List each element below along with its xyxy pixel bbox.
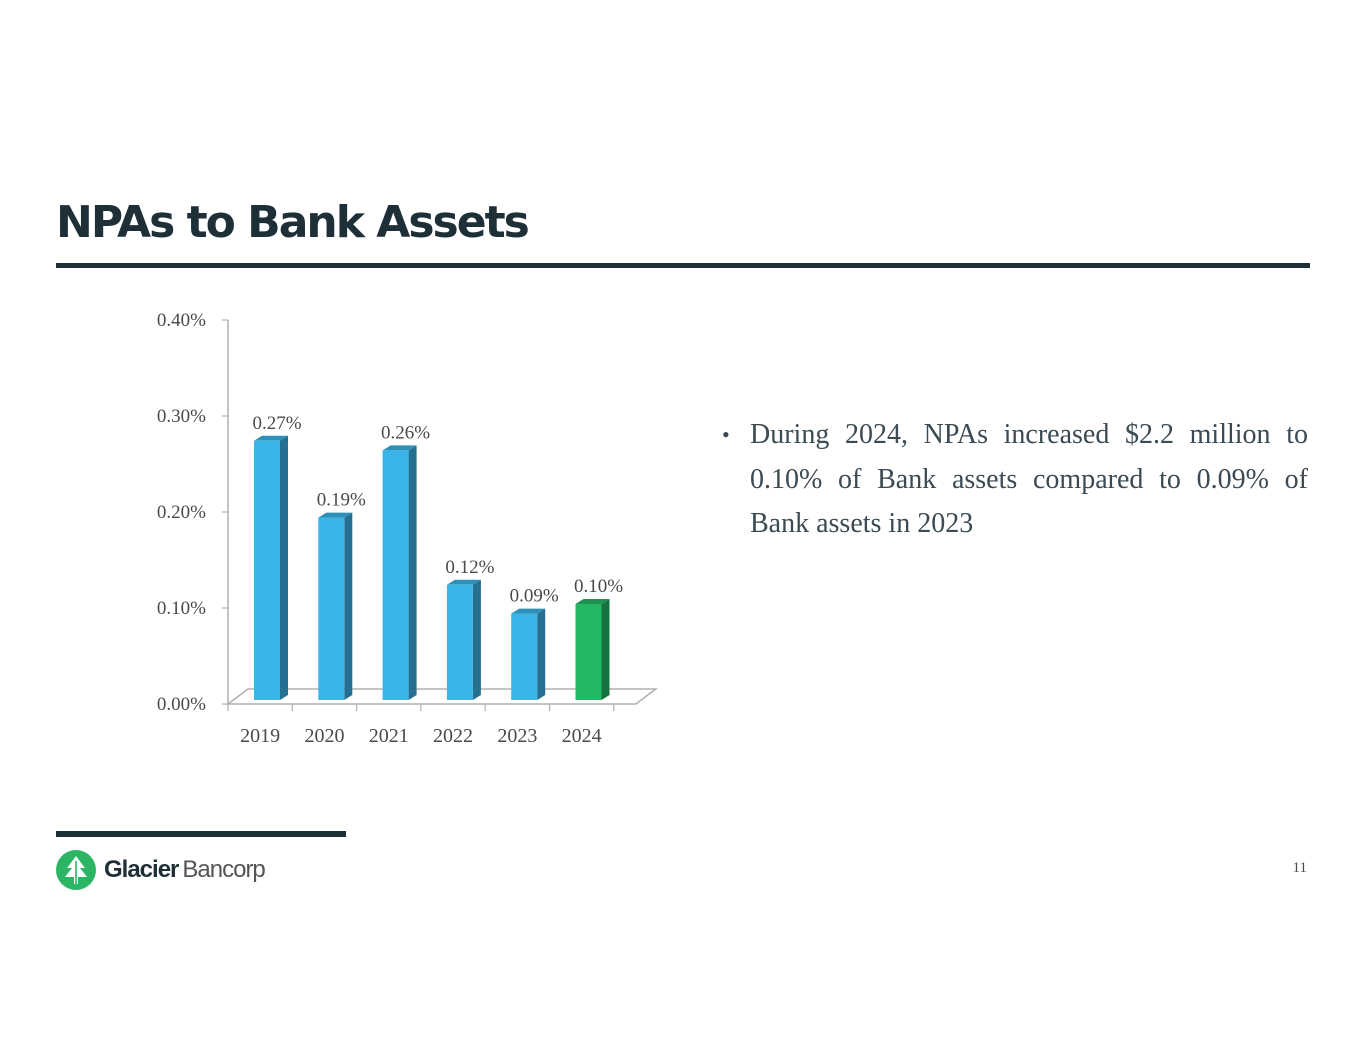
bar-side-2020: [344, 512, 353, 700]
npa-bar-chart: 0.00% 0.10% 0.20% 0.30% 0.40% 0.27% 2019 0.19% 2…: [157, 310, 659, 747]
page-title: NPAs to Bank Assets: [56, 197, 530, 248]
x-tick-label-2023: 2023: [497, 725, 537, 747]
data-label-2024: 0.10%: [574, 576, 623, 597]
bar-side-2021: [408, 445, 417, 700]
bar-2022: [446, 584, 473, 700]
bar-2020: [318, 517, 345, 700]
data-label-2023: 0.09%: [510, 586, 559, 607]
bar-top-2021: [382, 445, 417, 451]
bar-top-2023: [511, 608, 546, 614]
data-label-2020: 0.19%: [317, 490, 366, 511]
title-divider: [56, 263, 1310, 268]
x-tick-label-2021: 2021: [369, 725, 409, 747]
bullet-marker: •: [722, 422, 730, 447]
bullet-text: During 2024, NPAs increased $2.2 million…: [750, 419, 1308, 539]
bar-side-2023: [537, 608, 546, 700]
bar-top-2019: [254, 435, 288, 441]
bar-top-2024: [575, 599, 610, 604]
bar-2019: [254, 440, 280, 700]
bullet-point: • During 2024, NPAs increased $2.2 milli…: [722, 413, 1308, 547]
logo-name-light: Bancorp: [182, 856, 265, 883]
page-number: 11: [1292, 860, 1307, 876]
logo-wordmark: Glacier Bancorp: [104, 856, 266, 884]
y-tick-label: 0.20%: [157, 502, 206, 523]
bar-side-2019: [280, 435, 288, 700]
y-tick-label: 0.10%: [157, 598, 206, 619]
bar-2021: [382, 450, 409, 700]
x-tick-label-2024: 2024: [562, 725, 602, 747]
y-tick-label: 0.30%: [157, 406, 206, 427]
data-label-2019: 0.27%: [252, 413, 301, 434]
data-label-2021: 0.26%: [381, 422, 430, 443]
bar-top-2020: [318, 512, 353, 518]
data-label-2022: 0.12%: [445, 557, 494, 578]
x-tick-label-2022: 2022: [433, 725, 473, 747]
x-tick-label-2019: 2019: [240, 725, 280, 747]
footer-divider: [56, 831, 346, 837]
glacier-bancorp-logo: Glacier Bancorp: [56, 850, 266, 890]
y-tick-label: 0.40%: [157, 310, 206, 331]
bar-2023: [511, 613, 538, 700]
bar-side-2022: [472, 579, 481, 700]
y-tick-label: 0.00%: [157, 694, 206, 715]
bar-side-2024: [601, 599, 610, 700]
bar-2024: [575, 604, 602, 700]
bar-top-2022: [446, 579, 481, 585]
logo-name-bold: Glacier: [104, 856, 179, 883]
tree-icon: [56, 850, 96, 890]
x-tick-label-2020: 2020: [304, 725, 344, 747]
